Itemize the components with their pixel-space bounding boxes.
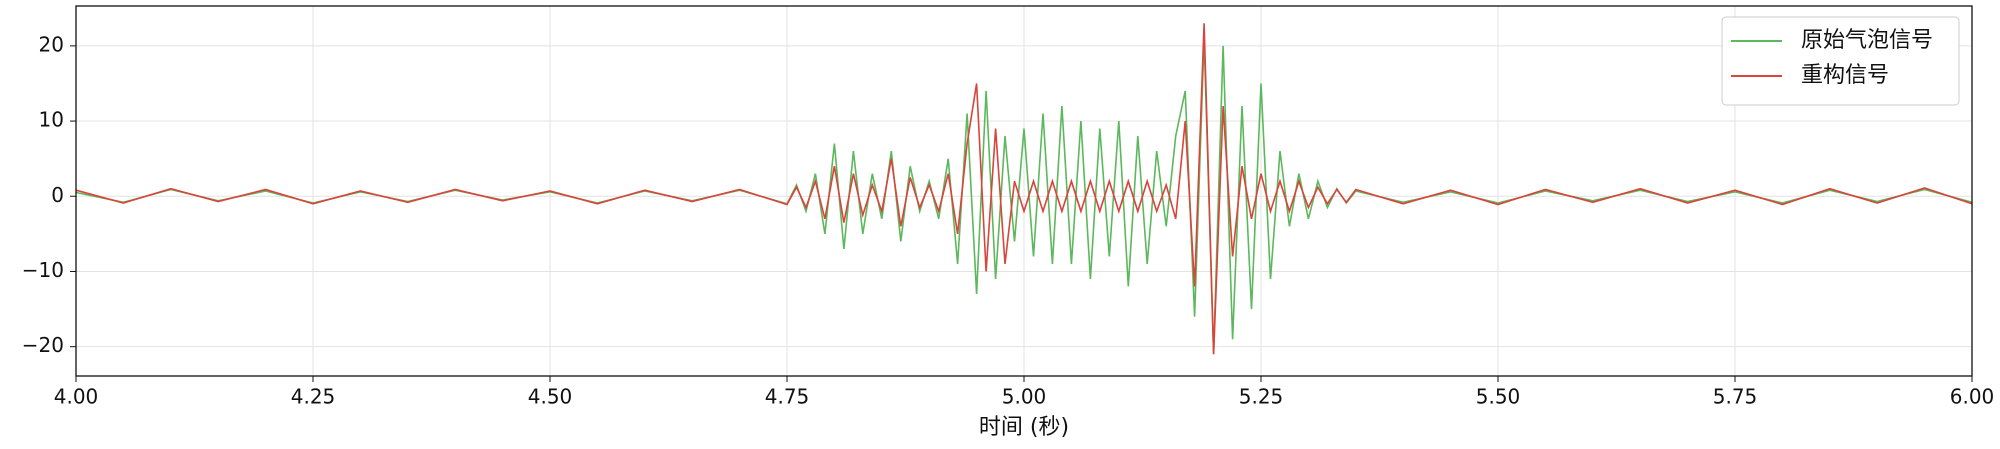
signal-line bbox=[75, 23, 1973, 355]
legend-label: 原始气泡信号 bbox=[1801, 28, 1933, 53]
x-tick-label: 5.00 bbox=[1002, 385, 1047, 409]
y-tick-label: −20 bbox=[22, 333, 64, 357]
x-tick-label: 4.75 bbox=[765, 385, 810, 409]
x-tick-label: 4.00 bbox=[54, 385, 99, 409]
y-tick-label: −10 bbox=[22, 258, 64, 282]
x-tick-label: 4.50 bbox=[528, 385, 573, 409]
x-tick-label: 4.25 bbox=[291, 385, 336, 409]
x-tick-label: 5.75 bbox=[1713, 385, 1758, 409]
x-tick-label: 5.25 bbox=[1239, 385, 1284, 409]
y-tick-label: 20 bbox=[39, 32, 64, 56]
y-tick-label: 10 bbox=[39, 108, 64, 132]
legend-label: 重构信号 bbox=[1801, 63, 1889, 88]
y-tick-label: 0 bbox=[51, 183, 64, 207]
x-tick-label: 5.50 bbox=[1476, 385, 1521, 409]
x-tick-label: 6.00 bbox=[1950, 385, 1995, 409]
legend-box bbox=[1721, 16, 1960, 106]
x-axis-label: 时间 (秒) bbox=[979, 415, 1069, 440]
plot-frame bbox=[75, 5, 1973, 377]
